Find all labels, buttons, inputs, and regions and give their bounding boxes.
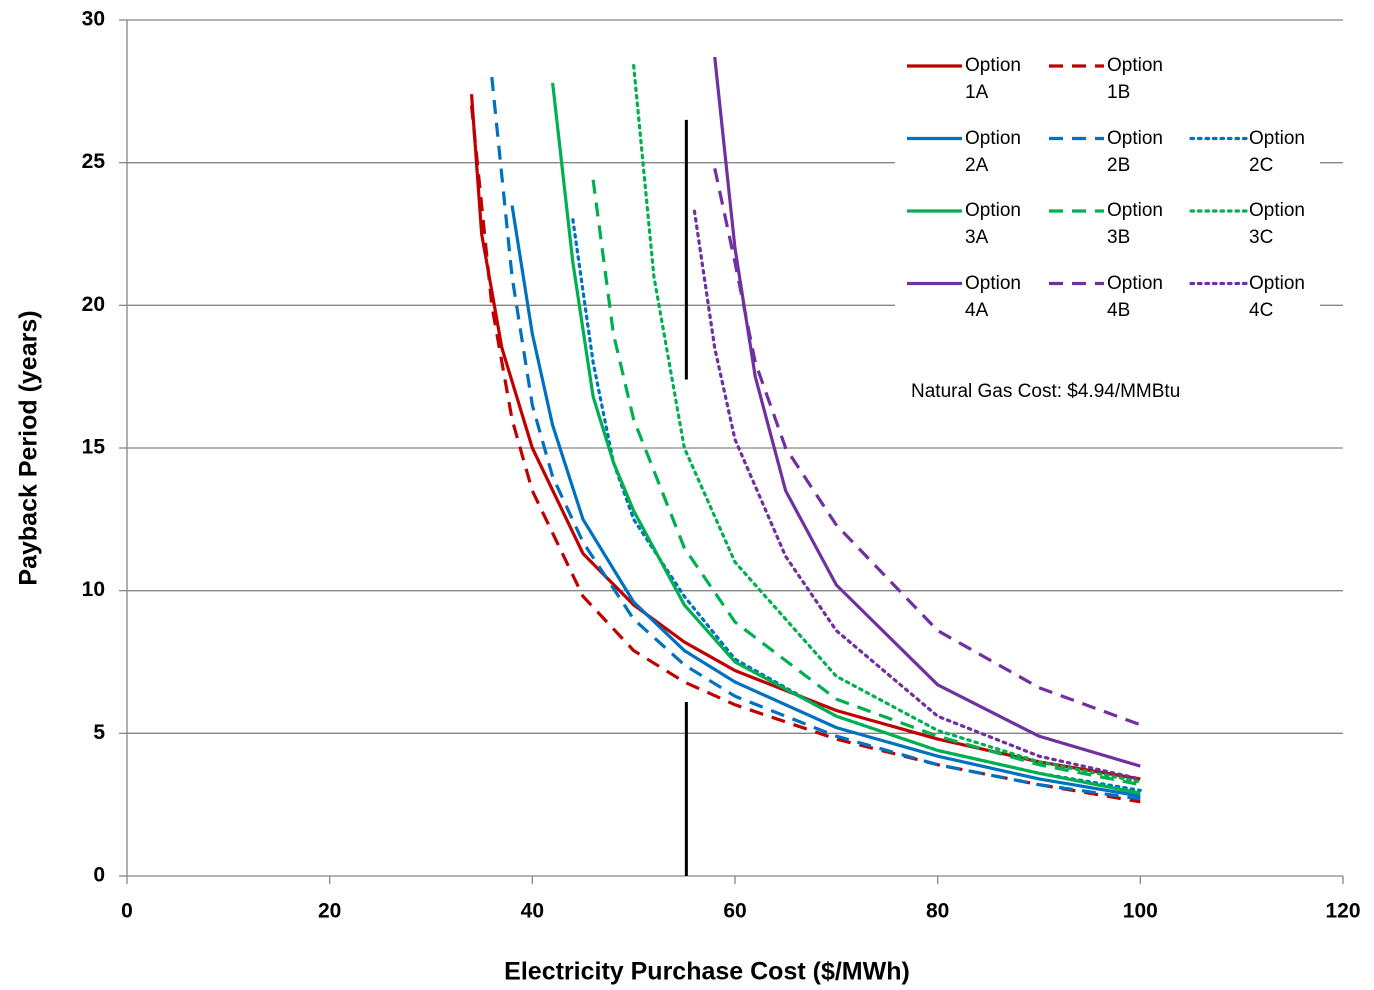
legend-label: Option 2B xyxy=(1107,127,1163,176)
y-tick-label: 15 xyxy=(82,436,106,459)
series-line xyxy=(713,56,1141,768)
legend-label: Option 1A xyxy=(965,55,1021,103)
legend-label: Option 3B xyxy=(1107,200,1163,248)
y-tick-label: 30 xyxy=(82,8,105,31)
series-line xyxy=(632,64,1142,784)
series-line xyxy=(510,205,1141,798)
legend-label: Option 3A xyxy=(965,200,1021,248)
annotation: Natural Gas Cost: $4.94/MMBtu xyxy=(911,381,1180,402)
legend-label: Option 2A xyxy=(965,127,1021,176)
legend-label: Option 3C xyxy=(1249,200,1305,248)
y-tick-label: 10 xyxy=(82,578,105,601)
legend-label: Option 4A xyxy=(965,272,1021,321)
series-line xyxy=(692,209,1142,781)
series-line xyxy=(551,82,1141,795)
y-tick-label: 0 xyxy=(93,864,105,887)
x-tick-label: 60 xyxy=(723,900,746,923)
x-tick-label: 40 xyxy=(521,900,544,923)
series-line xyxy=(469,94,1141,781)
y-tick-label: 25 xyxy=(82,150,106,173)
series-line xyxy=(490,76,1141,801)
x-tick-label: 80 xyxy=(926,900,949,923)
series-line xyxy=(469,105,1141,804)
legend-label: Option 4B xyxy=(1107,272,1163,321)
series-line xyxy=(571,218,1142,793)
x-tick-label: 120 xyxy=(1325,900,1360,923)
legend-box xyxy=(895,45,1320,320)
y-tick-label: 5 xyxy=(93,721,105,744)
x-tick-label: 20 xyxy=(318,900,341,923)
legend-label: Option 2C xyxy=(1249,127,1305,176)
legend-label: Option 4C xyxy=(1249,272,1305,321)
y-axis-label: Payback Period (years) xyxy=(15,310,43,585)
x-tick-label: 100 xyxy=(1123,900,1158,923)
x-axis-label: Electricity Purchase Cost ($/MWh) xyxy=(504,958,910,986)
legend-label: Option 1B xyxy=(1107,55,1163,103)
y-tick-label: 20 xyxy=(82,293,105,316)
x-tick-label: 0 xyxy=(121,900,133,923)
series-line xyxy=(713,168,1141,727)
series-line xyxy=(591,179,1141,787)
